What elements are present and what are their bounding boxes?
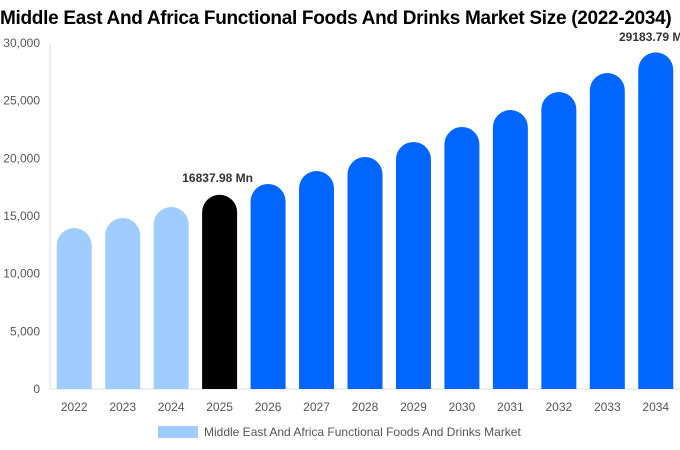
bar-2022 xyxy=(56,228,92,389)
y-tick-label: 20,000 xyxy=(3,151,40,165)
y-tick-label: 0 xyxy=(33,382,40,396)
bar-2024 xyxy=(153,207,189,389)
bar-2029 xyxy=(395,141,431,389)
legend-swatch xyxy=(158,426,198,438)
y-tick-label: 10,000 xyxy=(3,267,40,281)
bar-2033 xyxy=(589,72,625,389)
x-tick-label: 2028 xyxy=(352,400,379,414)
legend-label: Middle East And Africa Functional Foods … xyxy=(204,425,521,439)
bar-2025 xyxy=(202,194,238,389)
data-label-2025: 16837.98 Mn xyxy=(182,171,253,185)
y-tick-label: 15,000 xyxy=(3,209,40,223)
x-tick-label: 2033 xyxy=(594,400,621,414)
chart-title: Middle East And Africa Functional Foods … xyxy=(0,8,672,29)
bar-2026 xyxy=(250,183,286,389)
x-tick-label: 2029 xyxy=(400,400,427,414)
bar-2031 xyxy=(492,110,528,389)
x-tick-label: 2025 xyxy=(206,400,233,414)
bar-2034 xyxy=(638,52,674,389)
x-tick-label: 2034 xyxy=(642,400,669,414)
bar-2030 xyxy=(444,126,480,389)
y-tick-label: 5,000 xyxy=(10,324,40,338)
x-tick-label: 2030 xyxy=(449,400,476,414)
x-tick-label: 2024 xyxy=(158,400,185,414)
data-label-2034: 29183.79 Mn xyxy=(619,30,680,44)
x-tick-label: 2022 xyxy=(61,400,88,414)
x-tick-label: 2032 xyxy=(545,400,572,414)
bar-2027 xyxy=(299,171,335,389)
bar-2028 xyxy=(347,156,383,389)
x-tick-label: 2027 xyxy=(303,400,330,414)
x-tick-label: 2023 xyxy=(109,400,136,414)
y-tick-label: 30,000 xyxy=(3,36,40,50)
x-tick-label: 2026 xyxy=(255,400,282,414)
legend: Middle East And Africa Functional Foods … xyxy=(158,425,521,439)
bar-2023 xyxy=(105,217,141,389)
x-tick-label: 2031 xyxy=(497,400,524,414)
bar-2032 xyxy=(541,92,577,389)
y-tick-label: 25,000 xyxy=(3,94,40,108)
